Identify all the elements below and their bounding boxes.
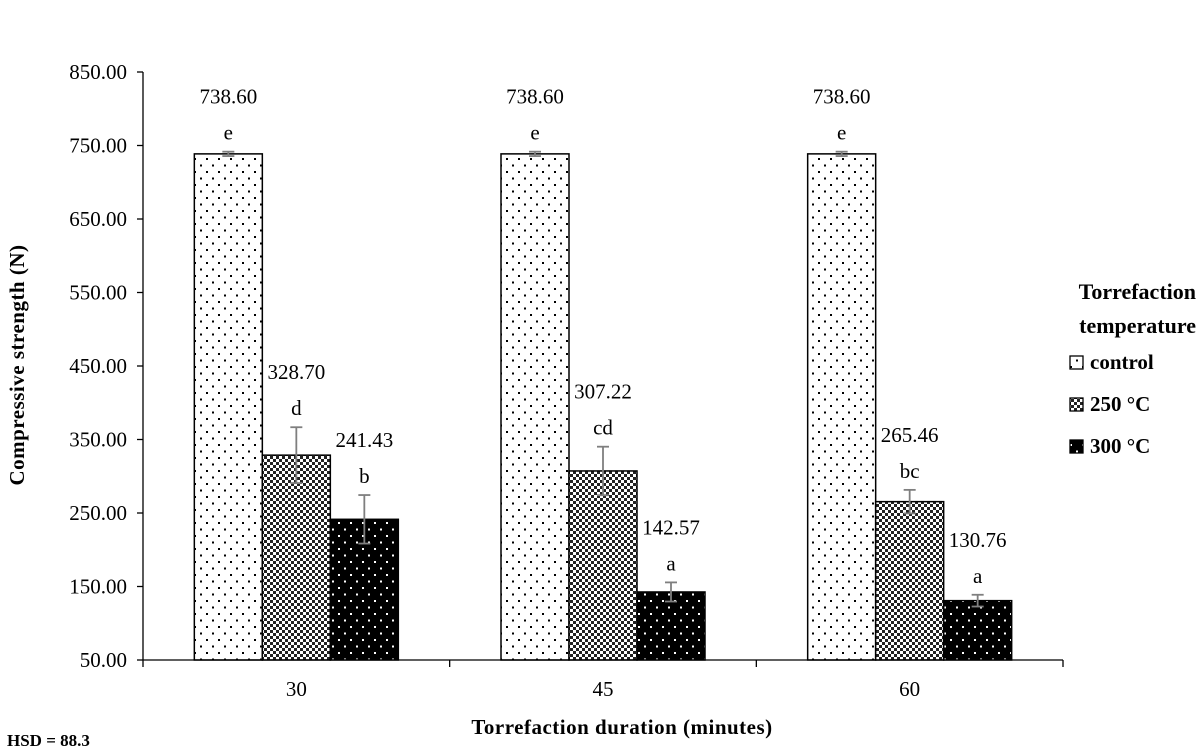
y-tick-label: 750.00 [69,134,127,158]
hsd-footnote: HSD = 88.3 [7,731,90,750]
data-value-label: 130.76 [949,528,1007,552]
legend: Torrefaction temperature control 250 °C 30… [1069,279,1196,458]
data-value-label: 738.60 [813,85,871,109]
y-axis-ticks: 50.00 150.00 250.00 350.00 450.00 550.00 650.0… [69,60,143,672]
significance-letter: e [530,121,539,145]
data-labels: 738.60 e 738.60 e 738.60 e 328.70 d 307.22 cd 265.… [199,85,1006,588]
significance-letter: e [837,121,846,145]
y-tick-label: 850.00 [69,60,127,84]
x-axis-ticks: 30 45 60 [142,660,1064,701]
significance-letter: b [359,464,370,488]
bar-250-c [568,470,638,661]
significance-letter: cd [593,416,613,440]
x-axis-title: Torrefaction duration (minutes) [471,715,772,739]
legend-title-line-2: temperature [1079,313,1196,338]
significance-letter: a [666,551,676,575]
y-tick-label: 150.00 [69,575,127,599]
x-tick-label: 45 [593,677,614,701]
bar-300-c [942,599,1013,661]
y-tick-label: 550.00 [69,281,127,305]
legend-label: 250 °C [1090,392,1150,416]
data-value-label: 142.57 [642,515,700,539]
error-bars [222,150,984,608]
data-value-label: 265.46 [881,423,939,447]
legend-label: control [1090,350,1154,374]
legend-swatch [1069,439,1084,454]
significance-letter: d [291,396,302,420]
bar-control [806,153,877,661]
y-tick-label: 350.00 [69,428,127,452]
y-tick-label: 250.00 [69,501,127,525]
data-value-label: 241.43 [335,428,393,452]
data-value-label: 738.60 [199,85,257,109]
legend-swatch [1069,397,1084,412]
y-tick-label: 450.00 [69,354,127,378]
bar-250-c [874,500,945,661]
data-value-label: 307.22 [574,380,632,404]
y-axis-title: Compressive strength (N) [5,244,29,485]
data-value-label: 328.70 [267,360,325,384]
legend-title-line-1: Torrefaction [1079,279,1196,304]
legend-label: 300 °C [1090,434,1150,458]
y-tick-label: 50.00 [80,648,127,672]
significance-letter: e [224,121,233,145]
bar-control [193,153,264,661]
significance-letter: bc [900,459,920,483]
bar-250-c [261,454,332,661]
significance-letter: a [973,564,983,588]
data-value-label: 738.60 [506,85,564,109]
x-tick-label: 30 [286,677,307,701]
y-tick-label: 650.00 [69,207,127,231]
x-tick-label: 60 [899,677,920,701]
bar-control [500,153,570,661]
bars [193,153,1013,661]
legend-swatch [1069,355,1084,370]
